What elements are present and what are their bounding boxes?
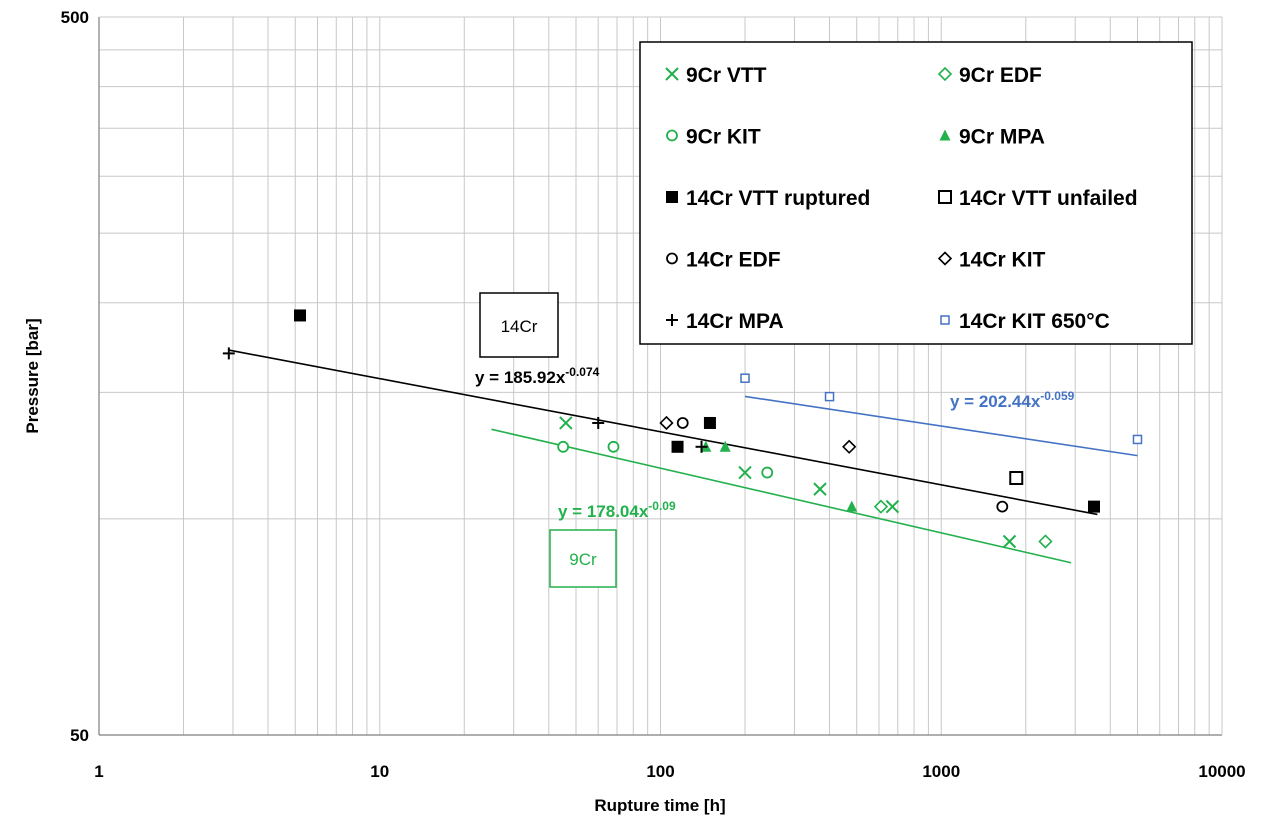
legend-marker (937, 251, 953, 266)
legend-label: 14Cr KIT 650°C (959, 310, 1110, 333)
trendline-label-9cr: y = 178.04x-0.09 (558, 499, 676, 521)
x-tick-label: 10 (370, 762, 389, 781)
data-point (1002, 534, 1017, 549)
trendline (744, 395, 1138, 457)
legend-label: 9Cr MPA (959, 126, 1045, 149)
annotation-box-14cr (479, 292, 559, 358)
data-point (846, 500, 858, 512)
data-point (592, 416, 605, 429)
legend-label: 14Cr EDF (686, 249, 781, 272)
data-point (738, 465, 752, 480)
data-point (557, 440, 570, 453)
data-point (703, 416, 716, 429)
data-point (294, 309, 307, 322)
legend-marker (666, 191, 678, 203)
trendlines (228, 349, 1138, 564)
data-point (676, 417, 689, 429)
x-tick-label: 1 (94, 762, 103, 781)
data-point (695, 440, 708, 453)
y-tick-label: 500 (61, 8, 89, 27)
data-point (1132, 434, 1143, 445)
data-point (671, 440, 684, 453)
data-point (824, 391, 835, 402)
x-tick-label: 1000 (922, 762, 960, 781)
legend-marker (939, 129, 951, 141)
legend-label: 9Cr VTT (686, 64, 767, 87)
y-axis-label: Pressure [bar] (23, 318, 42, 433)
legend-marker (666, 252, 678, 265)
data-point (813, 482, 827, 496)
legend: 9Cr VTT 9Cr EDF 9Cr KIT 9Cr MPA 14Cr VTT rup… (639, 41, 1193, 345)
data-point (1009, 471, 1024, 486)
legend-box (639, 41, 1193, 345)
annotation-box-9cr (549, 529, 617, 588)
data-point (659, 415, 674, 431)
legend-marker (937, 66, 953, 82)
legend-label: 9Cr KIT (686, 126, 761, 149)
x-tick-label: 10000 (1198, 762, 1245, 781)
data-point (885, 499, 900, 514)
chart-axes (98, 16, 1223, 736)
data-point (222, 347, 235, 360)
legend-label: 14Cr VTT unfailed (959, 187, 1138, 210)
data-point (996, 500, 1009, 513)
tick-labels: 1 10 100 1000 10000 50 500 (61, 8, 1246, 781)
legend-label: 14Cr VTT ruptured (686, 187, 870, 210)
legend-label: 14Cr KIT (959, 249, 1046, 272)
data-points (222, 309, 1143, 549)
data-point (607, 440, 620, 453)
annotation-9cr: 9Cr (569, 550, 597, 569)
y-tick-label: 50 (70, 726, 89, 745)
data-point (1038, 534, 1053, 549)
data-point (740, 373, 750, 383)
legend-marker (665, 67, 679, 81)
annotation-14cr: 14Cr (501, 317, 538, 336)
data-point (1087, 500, 1100, 513)
legend-label: 9Cr EDF (959, 64, 1042, 87)
data-point (719, 440, 731, 452)
data-point (761, 466, 774, 479)
data-point (873, 499, 889, 514)
trendline (491, 428, 1072, 564)
legend-marker (940, 315, 950, 325)
legend-marker (666, 129, 678, 142)
data-point (842, 439, 857, 454)
trendline-label-14cr: y = 185.92x-0.074 (475, 365, 600, 387)
legend-marker (938, 190, 952, 204)
legend-label: 14Cr MPA (686, 310, 784, 333)
x-axis-label: Rupture time [h] (594, 796, 725, 815)
trendline-label-14cr-650: y = 202.44x-0.059 (950, 389, 1075, 411)
data-point (559, 416, 573, 430)
trendline (228, 349, 1098, 516)
x-tick-label: 100 (646, 762, 674, 781)
legend-marker (666, 314, 678, 326)
